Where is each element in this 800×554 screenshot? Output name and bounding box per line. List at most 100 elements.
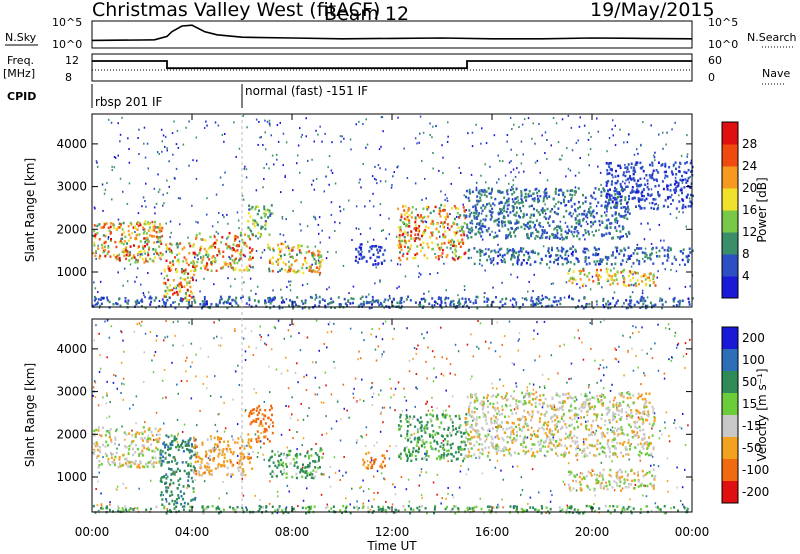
data-cell <box>577 200 580 204</box>
scatter-cell <box>277 140 280 143</box>
scatter-cell <box>671 193 673 196</box>
data-cell <box>417 233 420 236</box>
scatter-cell <box>668 440 671 443</box>
scatter-cell <box>161 379 164 382</box>
data-cell <box>104 434 107 437</box>
data-cell <box>219 451 221 455</box>
data-cell <box>423 215 426 219</box>
data-cell <box>509 211 512 214</box>
scatter-cell <box>284 240 287 243</box>
data-cell <box>227 444 230 447</box>
data-cell <box>318 265 321 269</box>
data-cell <box>413 239 416 242</box>
data-cell <box>118 458 121 461</box>
scatter-cell <box>165 396 167 399</box>
data-cell <box>468 306 470 309</box>
scatter-cell <box>237 454 239 457</box>
data-cell <box>577 207 580 210</box>
data-cell <box>478 232 481 235</box>
scatter-cell <box>120 392 122 394</box>
data-cell <box>377 299 380 302</box>
scatter-cell <box>470 333 472 336</box>
scatter-cell <box>184 359 187 362</box>
data-cell <box>263 215 266 218</box>
data-cell <box>595 252 597 255</box>
data-cell <box>195 472 198 476</box>
data-cell <box>664 165 667 168</box>
data-cell <box>397 207 400 211</box>
data-cell <box>208 472 211 476</box>
scatter-cell <box>330 330 333 333</box>
scatter-cell <box>326 346 328 349</box>
data-cell <box>187 484 189 487</box>
scatter-cell <box>297 419 299 422</box>
data-cell <box>181 285 183 289</box>
data-cell <box>537 297 540 300</box>
scatter-cell <box>418 446 420 449</box>
scatter-cell <box>168 160 170 163</box>
data-cell <box>682 203 685 207</box>
scatter-cell <box>288 247 290 250</box>
data-cell <box>690 193 692 197</box>
data-cell <box>94 236 97 239</box>
scatter-cell <box>644 484 646 487</box>
data-cell <box>529 216 532 219</box>
scatter-cell <box>617 360 620 363</box>
data-cell <box>509 188 512 192</box>
data-cell <box>400 248 403 252</box>
data-cell <box>134 237 137 241</box>
data-cell <box>625 306 628 310</box>
scatter-cell <box>321 140 323 143</box>
scatter-cell <box>328 321 331 324</box>
data-cell <box>302 271 305 275</box>
data-cell <box>442 235 445 239</box>
scatter-cell <box>475 186 478 189</box>
data-cell <box>628 194 630 198</box>
data-cell <box>191 498 194 501</box>
data-cell <box>564 230 567 233</box>
data-cell <box>460 228 463 231</box>
scatter-cell <box>330 214 333 216</box>
data-cell <box>538 221 541 225</box>
data-cell <box>182 450 185 453</box>
data-cell <box>147 251 149 255</box>
scatter-cell <box>632 369 635 372</box>
scatter-cell <box>223 216 225 219</box>
cpid-segment-2: normal (fast) -151 IF <box>245 84 368 98</box>
scatter-cell <box>248 303 251 306</box>
scatter-cell <box>628 181 630 184</box>
scatter-cell <box>625 179 627 182</box>
data-cell <box>446 253 449 257</box>
data-cell <box>580 224 583 228</box>
data-cell <box>438 247 441 250</box>
scatter-cell <box>382 322 384 325</box>
data-cell <box>138 245 140 248</box>
data-cell <box>210 438 213 441</box>
data-cell <box>474 204 477 207</box>
scatter-cell <box>470 173 473 176</box>
data-cell <box>588 262 591 265</box>
data-cell <box>414 256 417 260</box>
data-cell <box>478 248 481 252</box>
data-cell <box>302 263 305 266</box>
data-cell <box>93 224 96 227</box>
data-cell <box>344 302 347 305</box>
scatter-cell <box>175 143 178 146</box>
scatter-cell <box>578 213 581 216</box>
scatter-cell <box>287 387 290 390</box>
scatter-cell <box>574 228 577 231</box>
scatter-cell <box>250 330 253 333</box>
scatter-cell <box>292 249 294 252</box>
data-cell <box>176 284 179 287</box>
data-cell <box>507 220 510 223</box>
data-cell <box>231 266 234 270</box>
scatter-cell <box>106 392 108 395</box>
data-cell <box>527 258 530 261</box>
data-cell <box>211 447 214 450</box>
scatter-cell <box>163 202 165 205</box>
scatter-cell <box>275 153 278 156</box>
data-cell <box>490 303 493 307</box>
data-cell <box>499 212 502 215</box>
scatter-cell <box>367 240 369 243</box>
data-cell <box>616 204 619 207</box>
